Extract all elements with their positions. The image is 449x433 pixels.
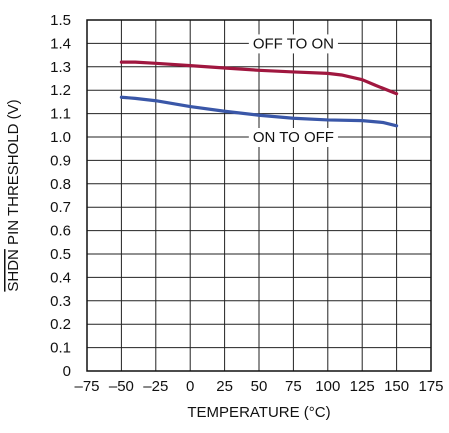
- plot-frame: [86, 19, 432, 372]
- x-tick-label: –75: [74, 378, 99, 395]
- y-tick-label: 1.3: [50, 59, 71, 76]
- series-layer: [119, 60, 399, 128]
- y-tick-label: 1.2: [50, 82, 71, 99]
- annotation-background: [248, 128, 338, 147]
- y-tick-label: 0.5: [50, 246, 71, 263]
- y-tick-label: 1.5: [50, 12, 71, 29]
- y-tick-label: 0.2: [50, 316, 71, 333]
- y-tick-label: 1.4: [50, 35, 71, 52]
- series-line-0: [119, 60, 399, 96]
- annotation-background: [248, 34, 338, 54]
- y-tick-label: 0.7: [50, 199, 71, 216]
- axis-labels: TEMPERATURE (°C) SHDN PIN THRESHOLD (V): [5, 99, 331, 421]
- x-axis-label: TEMPERATURE (°C): [187, 404, 330, 421]
- x-tick-label: 75: [285, 378, 302, 395]
- y-axis-label: SHDN PIN THRESHOLD (V): [5, 99, 22, 291]
- annotation-label: OFF TO ON: [253, 35, 334, 52]
- annotation-1: ON TO OFF: [248, 128, 338, 147]
- y-tick-label: 0.3: [50, 293, 71, 310]
- y-tick-label: 0.4: [50, 269, 71, 286]
- y-tick-label: 0: [63, 363, 71, 380]
- annotations: OFF TO ON ON TO OFF: [248, 34, 338, 147]
- series-line-1: [119, 95, 399, 128]
- tick-labels: –75 –50 –25 0 25 50 75 100 125 150 175 0 0.1 0.2 0.3 0.…: [50, 12, 443, 395]
- x-tick-label: 0: [186, 378, 194, 395]
- x-tick-label: 100: [315, 378, 340, 395]
- x-tick-label: 125: [350, 378, 375, 395]
- x-tick-label: –25: [143, 378, 168, 395]
- x-tick-label: 50: [251, 378, 268, 395]
- y-axis-label-rest: PIN THRESHOLD (V): [5, 99, 22, 249]
- y-tick-label: 0.8: [50, 176, 71, 193]
- y-tick-label: 0.9: [50, 152, 71, 169]
- y-tick-label: 1.0: [50, 129, 71, 146]
- y-tick-label: 0.6: [50, 223, 71, 240]
- grid: [86, 19, 432, 372]
- annotation-label: ON TO OFF: [253, 129, 334, 146]
- x-tick-label: 150: [384, 378, 409, 395]
- y-tick-label: 1.1: [50, 106, 71, 123]
- x-tick-label: 25: [216, 378, 233, 395]
- x-tick-label: 175: [418, 378, 443, 395]
- y-axis-label-overlined: SHDN: [5, 249, 22, 292]
- y-tick-label: 0.1: [50, 340, 71, 357]
- x-tick-label: –50: [109, 378, 134, 395]
- annotation-0: OFF TO ON: [248, 34, 338, 54]
